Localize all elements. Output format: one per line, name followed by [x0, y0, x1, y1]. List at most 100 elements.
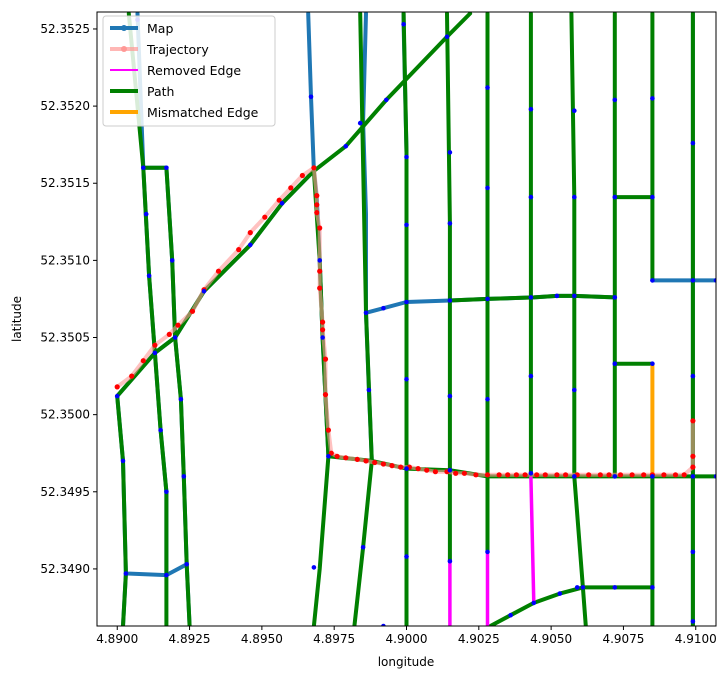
x-tick-label: 4.8975	[313, 632, 355, 646]
trajectory-point	[354, 456, 360, 462]
map-node	[401, 22, 406, 27]
trajectory-point	[641, 472, 647, 478]
map-node	[690, 373, 696, 379]
map-node	[528, 106, 534, 112]
map-node	[444, 34, 450, 39]
map-node	[557, 591, 563, 596]
map-node	[580, 585, 586, 590]
trajectory-point	[380, 461, 386, 467]
trajectory-point	[534, 472, 540, 478]
map-node	[178, 396, 184, 402]
x-tick-label: 4.8950	[241, 632, 283, 646]
trajectory-point	[129, 373, 135, 379]
trajectory-point	[314, 193, 320, 199]
legend-item-trajectory: Trajectory	[110, 42, 209, 57]
y-tick-label: 52.3510	[40, 253, 90, 267]
map-node	[650, 361, 655, 367]
trajectory-point	[542, 472, 548, 478]
map-node	[690, 549, 696, 555]
map-node	[158, 427, 163, 433]
trajectory-point	[522, 472, 528, 478]
trajectory-point	[672, 472, 679, 478]
map-node	[554, 293, 560, 299]
trajectory-point	[311, 165, 317, 171]
map-node	[308, 94, 314, 100]
map-node	[317, 258, 323, 263]
map-node	[366, 387, 372, 393]
trajectory-point	[586, 472, 592, 478]
map-node	[650, 194, 655, 200]
map-node	[650, 585, 655, 590]
trajectory-point	[140, 358, 146, 364]
map-node	[320, 335, 325, 340]
map-node	[326, 454, 331, 459]
trajectory-point	[343, 455, 349, 461]
trajectory-point	[166, 331, 172, 337]
trajectory-point	[372, 459, 378, 466]
map-node	[404, 376, 409, 382]
legend-marker-trajectory	[121, 46, 127, 52]
map-node	[152, 350, 158, 356]
trajectory-layer	[114, 165, 696, 478]
map-node	[572, 474, 577, 479]
map-node	[690, 278, 696, 283]
map-node	[404, 554, 409, 559]
map-node	[612, 585, 618, 590]
trajectory-point	[236, 247, 242, 253]
trajectory-point	[505, 472, 511, 478]
y-tick-label: 52.3490	[40, 562, 90, 576]
map-node	[447, 298, 453, 303]
map-node	[181, 474, 187, 479]
map-node	[184, 562, 189, 567]
y-tick-label: 52.3515	[40, 176, 90, 190]
map-node	[311, 565, 317, 570]
x-tick-label: 4.9075	[602, 632, 644, 646]
map-node	[404, 299, 409, 305]
trajectory-point	[563, 472, 569, 478]
map-node	[404, 466, 409, 471]
map-node	[690, 474, 696, 479]
trajectory-point	[484, 472, 491, 478]
trajectory-point	[453, 470, 459, 476]
map-node	[164, 489, 169, 495]
map-node	[279, 201, 285, 206]
trajectory-point	[681, 472, 687, 478]
trajectory-point	[424, 467, 430, 473]
map-node	[384, 97, 389, 103]
removed-edge	[529, 476, 536, 603]
trajectory-point	[690, 464, 696, 470]
map-node	[531, 600, 537, 606]
trajectory-point	[334, 453, 340, 459]
path-edge	[311, 454, 331, 626]
trajectory-point	[314, 210, 320, 216]
map-node	[363, 310, 369, 316]
map-node	[612, 194, 618, 200]
trajectory-point	[247, 230, 253, 236]
map-node	[612, 474, 618, 479]
map-node	[447, 150, 453, 155]
map-node	[114, 393, 120, 399]
trajectory-point	[320, 327, 326, 333]
x-tick-label: 4.9100	[675, 632, 717, 646]
y-tick-label: 52.3495	[40, 485, 90, 499]
trajectory-point	[597, 472, 603, 478]
legend-item-mismatched-edge: Mismatched Edge	[110, 105, 259, 120]
map-node	[447, 393, 453, 399]
map-node	[650, 278, 655, 283]
map-node	[572, 387, 577, 393]
trajectory-point	[317, 285, 323, 291]
legend-label-mismatched-edge: Mismatched Edge	[147, 105, 259, 120]
trajectory-point	[398, 464, 404, 470]
legend-label-trajectory: Trajectory	[146, 42, 209, 57]
y-axis-label: latitude	[10, 296, 24, 342]
map-node	[447, 221, 453, 226]
map-node	[146, 273, 152, 279]
x-tick-label: 4.9050	[530, 632, 572, 646]
legend-item-path: Path	[110, 84, 174, 99]
map-node	[360, 545, 366, 550]
trajectory-point	[288, 185, 294, 191]
axes-layer: 4.8900 4.8925 4.8950 4.8975 4.9000 4.9025 4.90…	[40, 22, 716, 646]
map-node	[485, 396, 490, 402]
map-node	[164, 165, 169, 171]
